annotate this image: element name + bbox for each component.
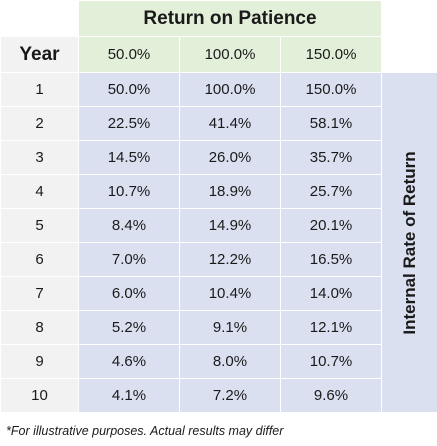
header-row: Year 50.0% 100.0% 150.0% xyxy=(0,36,437,73)
irr-value-cell: 7.0% xyxy=(78,242,180,277)
irr-value-cell: 8.4% xyxy=(78,208,180,243)
table-row: 9 4.6% 8.0% 10.7% xyxy=(0,344,437,379)
irr-value-cell: 6.0% xyxy=(78,276,180,311)
irr-table: Return on Patience Year 50.0% 100.0% 150… xyxy=(0,0,437,413)
table-row: 4 10.7% 18.9% 25.7% xyxy=(0,174,437,209)
table-row: 7 6.0% 10.4% 14.0% xyxy=(0,276,437,311)
irr-value-cell: 14.5% xyxy=(78,140,180,175)
irr-value-cell: 16.5% xyxy=(279,242,383,277)
table-title: Return on Patience xyxy=(77,0,383,37)
irr-value-cell: 14.9% xyxy=(179,208,281,243)
side-label: Internal Rate of Return xyxy=(399,150,419,335)
irr-value-cell: 14.0% xyxy=(279,276,383,311)
irr-value-cell: 25.7% xyxy=(279,174,383,209)
irr-value-cell: 9.1% xyxy=(179,310,281,345)
irr-value-cell: 22.5% xyxy=(78,106,180,141)
footnote: *For illustrative purposes. Actual resul… xyxy=(6,424,284,438)
irr-value-cell: 150.0% xyxy=(279,72,383,107)
table-row: 3 14.5% 26.0% 35.7% xyxy=(0,140,437,175)
rate-header-3: 150.0% xyxy=(279,36,383,73)
return-on-patience-table: Return on Patience Year 50.0% 100.0% 150… xyxy=(0,0,437,413)
irr-value-cell: 10.7% xyxy=(279,344,383,379)
year-cell: 6 xyxy=(0,242,79,277)
table-row: 8 5.2% 9.1% 12.1% xyxy=(0,310,437,345)
irr-value-cell: 8.0% xyxy=(179,344,281,379)
irr-value-cell: 26.0% xyxy=(179,140,281,175)
irr-value-cell: 4.6% xyxy=(78,344,180,379)
header-right-blank xyxy=(381,36,437,73)
irr-value-cell: 10.4% xyxy=(179,276,281,311)
year-cell: 7 xyxy=(0,276,79,311)
irr-value-cell: 12.1% xyxy=(279,310,383,345)
year-cell: 9 xyxy=(0,344,79,379)
irr-value-cell: 20.1% xyxy=(279,208,383,243)
year-cell: 10 xyxy=(0,378,79,413)
irr-value-cell: 18.9% xyxy=(179,174,281,209)
irr-value-cell: 4.1% xyxy=(78,378,180,413)
table-row: 6 7.0% 12.2% 16.5% xyxy=(0,242,437,277)
rate-header-2: 100.0% xyxy=(179,36,281,73)
table-row: 1 50.0% 100.0% 150.0% Internal Rate of Retur… xyxy=(0,72,437,413)
irr-value-cell: 100.0% xyxy=(179,72,281,107)
irr-value-cell: 35.7% xyxy=(279,140,383,175)
irr-value-cell: 7.2% xyxy=(179,378,281,413)
irr-value-cell: 9.6% xyxy=(279,378,383,413)
year-cell: 2 xyxy=(0,106,79,141)
irr-value-cell: 50.0% xyxy=(78,72,180,107)
title-right-blank xyxy=(381,0,437,37)
irr-value-cell: 5.2% xyxy=(78,310,180,345)
irr-value-cell: 10.7% xyxy=(78,174,180,209)
irr-value-cell: 12.2% xyxy=(179,242,281,277)
year-cell: 3 xyxy=(0,140,79,175)
side-label-cell: Internal Rate of Return xyxy=(381,72,437,413)
table-row: 2 22.5% 41.4% 58.1% xyxy=(0,106,437,141)
rate-header-1: 50.0% xyxy=(78,36,180,73)
table-row: 5 8.4% 14.9% 20.1% xyxy=(0,208,437,243)
corner-blank xyxy=(0,0,79,37)
irr-value-cell: 41.4% xyxy=(179,106,281,141)
title-row: Return on Patience xyxy=(0,0,437,37)
year-cell: 8 xyxy=(0,310,79,345)
year-cell: 5 xyxy=(0,208,79,243)
year-header: Year xyxy=(0,36,79,73)
year-cell: 4 xyxy=(0,174,79,209)
year-cell: 1 xyxy=(0,72,79,107)
irr-value-cell: 58.1% xyxy=(279,106,383,141)
table-row: 10 4.1% 7.2% 9.6% xyxy=(0,378,437,413)
